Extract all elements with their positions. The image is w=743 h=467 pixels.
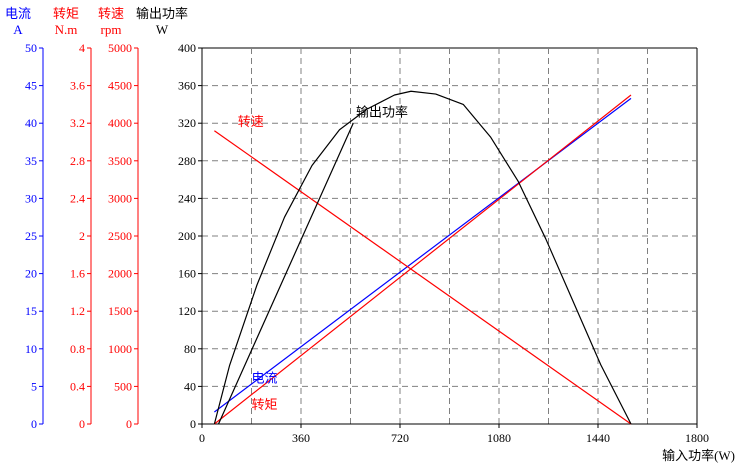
power-tick-label: 40 [184, 379, 196, 393]
current-tick-label: 20 [25, 267, 37, 281]
speed-tick-label: 500 [114, 379, 132, 393]
speed-tick-label: 0 [126, 417, 132, 431]
torque-tick-label: 1.2 [70, 304, 85, 318]
current-tick-label: 30 [25, 191, 37, 205]
annotation-label: 转矩 [252, 397, 278, 412]
speed-tick-label: 5000 [108, 41, 132, 55]
x-tick-label: 1440 [586, 431, 610, 445]
x-tick-label: 1800 [685, 431, 709, 445]
series-line-输出功率 [213, 90, 632, 425]
power-tick-label: 320 [178, 116, 196, 130]
annotation-label: 转速 [238, 114, 264, 129]
current-tick-label: 15 [25, 304, 37, 318]
torque-axis-title: 转矩 [53, 6, 79, 21]
power-tick-label: 80 [184, 342, 196, 356]
torque-tick-label: 2.8 [70, 154, 85, 168]
speed-tick-label: 2500 [108, 229, 132, 243]
series-line-转矩 [214, 94, 632, 425]
speed-tick-label: 4500 [108, 79, 132, 93]
series-line-series-4 [217, 122, 354, 425]
power-tick-label: 400 [178, 41, 196, 55]
torque-axis-unit: N.m [55, 22, 78, 37]
speed-tick-label: 2000 [108, 267, 132, 281]
torque-tick-label: 0.8 [70, 342, 85, 356]
x-tick-label: 1080 [487, 431, 511, 445]
power-tick-label: 360 [178, 79, 196, 93]
power-tick-label: 160 [178, 267, 196, 281]
series-line-转速 [214, 130, 632, 425]
x-axis-title: 输入功率(W) [662, 448, 735, 463]
power-tick-label: 120 [178, 304, 196, 318]
current-tick-label: 40 [25, 116, 37, 130]
current-tick-label: 50 [25, 41, 37, 55]
power-tick-label: 200 [178, 229, 196, 243]
current-tick-label: 45 [25, 79, 37, 93]
annotation-label: 输出功率 [356, 105, 408, 120]
power-tick-label: 280 [178, 154, 196, 168]
x-tick-label: 360 [292, 431, 310, 445]
power-axis-unit: W [156, 22, 169, 37]
power-axis-title: 输出功率 [136, 6, 188, 21]
power-tick-label: 240 [178, 191, 196, 205]
current-axis-unit: A [13, 22, 23, 37]
torque-tick-label: 0.4 [70, 379, 85, 393]
annotation-label: 电流 [252, 371, 278, 386]
grid [202, 47, 698, 424]
axes: 0 360 720 1080 1440 1800输入功率(W)05101520253035… [5, 6, 735, 463]
speed-axis-title: 转速 [98, 6, 124, 21]
torque-tick-label: 4 [79, 41, 85, 55]
torque-tick-label: 3.6 [70, 79, 85, 93]
series-line-电流 [214, 97, 632, 413]
torque-tick-label: 2 [79, 229, 85, 243]
power-tick-label: 0 [190, 417, 196, 431]
torque-tick-label: 3.2 [70, 116, 85, 130]
speed-tick-label: 1000 [108, 342, 132, 356]
current-tick-label: 0 [31, 417, 37, 431]
torque-tick-label: 0 [79, 417, 85, 431]
current-tick-label: 35 [25, 154, 37, 168]
speed-tick-label: 3000 [108, 191, 132, 205]
x-tick-label: 720 [391, 431, 409, 445]
torque-tick-label: 1.6 [70, 267, 85, 281]
series [213, 90, 632, 425]
current-tick-label: 5 [31, 379, 37, 393]
speed-axis-unit: rpm [101, 22, 122, 37]
current-tick-label: 25 [25, 229, 37, 243]
current-tick-label: 10 [25, 342, 37, 356]
torque-tick-label: 2.4 [70, 191, 85, 205]
current-axis-title: 电流 [5, 6, 31, 21]
speed-tick-label: 1500 [108, 304, 132, 318]
x-tick-label: 0 [199, 431, 205, 445]
speed-tick-label: 4000 [108, 116, 132, 130]
speed-tick-label: 3500 [108, 154, 132, 168]
